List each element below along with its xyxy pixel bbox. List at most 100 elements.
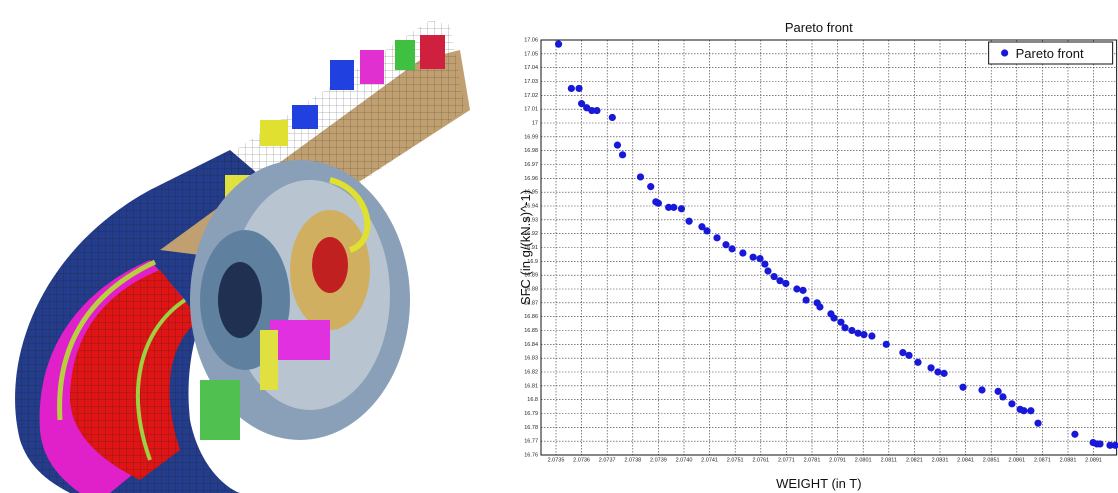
y-tick-label: 17.02 <box>524 93 538 99</box>
y-tick-label: 16.81 <box>524 383 538 389</box>
data-point <box>1027 407 1034 414</box>
x-tick-label: 2.0781 <box>804 457 821 463</box>
x-tick-label: 2.0851 <box>983 457 1000 463</box>
y-tick-label: 17.01 <box>524 107 538 113</box>
y-tick-label: 17 <box>532 120 538 126</box>
y-tick-label: 16.99 <box>524 134 538 140</box>
y-tick-label: 16.84 <box>524 342 538 348</box>
data-point <box>799 287 806 294</box>
data-point <box>750 254 757 261</box>
data-point <box>568 85 575 92</box>
y-tick-label: 16.78 <box>524 425 538 431</box>
data-point <box>1034 420 1041 427</box>
data-point <box>959 384 966 391</box>
page: 17.06 17.05 17.04 17.03 17.02 17.01 17 16.99 16.… <box>0 0 1118 493</box>
x-tick-label: 2.0861 <box>1008 457 1025 463</box>
data-point <box>816 303 823 310</box>
x-tick-label: 2.0751 <box>727 457 744 463</box>
data-point <box>999 393 1006 400</box>
data-point <box>655 200 662 207</box>
y-tick-label: 17.03 <box>524 79 538 85</box>
data-point <box>619 151 626 158</box>
data-point <box>703 227 710 234</box>
data-point <box>637 173 644 180</box>
data-point <box>848 327 855 334</box>
data-point <box>686 218 693 225</box>
data-point <box>771 273 778 280</box>
data-point <box>782 280 789 287</box>
data-point <box>729 245 736 252</box>
data-point <box>1071 431 1078 438</box>
x-tick-label: 2.0736 <box>573 457 590 463</box>
data-point <box>555 41 562 48</box>
x-tick-label: 2.0871 <box>1034 457 1051 463</box>
data-point <box>670 204 677 211</box>
legend-label: Pareto front <box>1016 46 1084 61</box>
data-point <box>609 114 616 121</box>
x-tick-label: 2.0771 <box>778 457 795 463</box>
data-point <box>756 255 763 262</box>
x-tick-label: 2.0841 <box>957 457 974 463</box>
data-point <box>940 370 947 377</box>
data-point <box>978 386 985 393</box>
data-point <box>868 332 875 339</box>
data-point <box>995 388 1002 395</box>
x-tick-label: 2.0738 <box>624 457 641 463</box>
x-axis-label: WEIGHT (in T) <box>776 476 861 491</box>
data-point <box>647 183 654 190</box>
data-point <box>614 142 621 149</box>
data-point <box>914 359 921 366</box>
data-point <box>1008 400 1015 407</box>
y-tick-label: 16.76 <box>524 452 538 458</box>
y-tick-label: 16.83 <box>524 356 538 362</box>
x-tick-label: 2.0737 <box>599 457 616 463</box>
data-point <box>739 249 746 256</box>
data-point <box>722 241 729 248</box>
data-point <box>899 349 906 356</box>
x-tick-label: 2.0811 <box>881 457 897 463</box>
y-tick-label: 17.04 <box>524 65 538 71</box>
data-point <box>830 314 837 321</box>
y-tick-label: 16.82 <box>524 369 538 375</box>
data-point <box>1096 440 1103 447</box>
data-point <box>761 261 768 268</box>
y-tick-label: 16.77 <box>524 439 538 445</box>
y-tick-label: 16.8 <box>527 397 538 403</box>
data-point <box>593 107 600 114</box>
data-point <box>793 285 800 292</box>
y-tick-label: 17.06 <box>524 37 538 43</box>
y-axis-label: SFC (in g/(kN.s)^-1) <box>518 190 533 305</box>
x-tick-label: 2.0740 <box>676 457 693 463</box>
y-tick-label: 16.97 <box>524 162 538 168</box>
data-point <box>713 234 720 241</box>
figure: 17.06 17.05 17.04 17.03 17.02 17.01 17 16.99 16.… <box>0 0 1118 493</box>
chart-title: Pareto front <box>785 20 853 35</box>
y-tick-label: 16.86 <box>524 314 538 320</box>
data-point <box>575 85 582 92</box>
y-tick-label: 16.96 <box>524 176 538 182</box>
data-point <box>860 331 867 338</box>
engine-model-image <box>15 20 470 493</box>
x-tick-label: 2.0831 <box>932 457 949 463</box>
x-tick-label: 2.0801 <box>855 457 872 463</box>
x-tick-label: 2.0739 <box>650 457 667 463</box>
y-tick-label: 17.05 <box>524 51 538 57</box>
data-point <box>905 352 912 359</box>
data-point <box>1020 407 1027 414</box>
y-tick-label: 16.79 <box>524 411 538 417</box>
data-point <box>803 296 810 303</box>
legend: Pareto front <box>989 42 1113 64</box>
data-point <box>764 267 771 274</box>
y-tick-label: 16.98 <box>524 148 538 154</box>
data-point <box>841 324 848 331</box>
x-tick-label: 2.0761 <box>752 457 769 463</box>
x-tick-label: 2.0791 <box>829 457 846 463</box>
x-tick-label: 2.0821 <box>906 457 923 463</box>
y-tick-label: 16.85 <box>524 328 538 334</box>
x-tick-label: 2.0741 <box>701 457 718 463</box>
data-point <box>927 364 934 371</box>
x-tick-label: 2.0891 <box>1085 457 1102 463</box>
x-tick-label: 2.0881 <box>1060 457 1077 463</box>
x-tick-label: 2.0735 <box>548 457 565 463</box>
data-point <box>934 368 941 375</box>
